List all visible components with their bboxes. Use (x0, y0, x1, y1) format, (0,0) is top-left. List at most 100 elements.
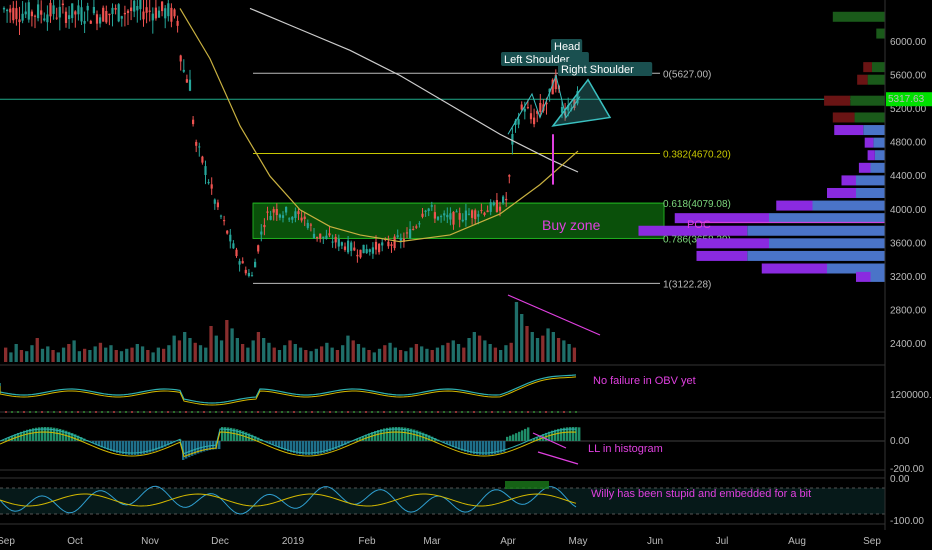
candle-body (523, 108, 526, 112)
macd-histogram-bar (230, 427, 233, 441)
volume-bar (262, 338, 266, 362)
moving-average-line (249, 7, 579, 173)
candle-body (161, 1, 164, 12)
volume-bar (283, 345, 287, 362)
macd-histogram-bar (101, 441, 104, 448)
candle-body (213, 199, 216, 204)
candle-body (548, 88, 551, 93)
volume-bar (167, 345, 171, 362)
volume-bar (535, 338, 540, 362)
volume-bar (61, 347, 66, 362)
macd-histogram-bar (299, 441, 302, 455)
macd-histogram-bar (509, 435, 512, 441)
candle-body (86, 5, 89, 11)
macd-histogram-bar (506, 436, 509, 441)
macd-signal-line (0, 431, 577, 458)
macd-zero-tick: 0.00 (890, 436, 910, 447)
volume-bar (425, 348, 429, 362)
willy-top-tick: 0.00 (890, 474, 910, 485)
macd-histogram-bar (461, 441, 464, 451)
price-tick-label: 6000.00 (890, 37, 927, 48)
candle-body (381, 242, 384, 246)
macd-histogram-bar (527, 427, 530, 441)
macd-histogram-bar (134, 441, 137, 455)
volume-bar (346, 335, 350, 362)
volume-bar (393, 347, 397, 362)
volume-bar (556, 338, 561, 362)
candle-body (492, 202, 495, 206)
candle-body (440, 216, 443, 218)
macd-histogram-bar (248, 433, 251, 441)
macd-histogram-bar (551, 430, 554, 441)
candle-body (316, 236, 319, 239)
volume-bar (230, 328, 234, 362)
candle-body (40, 10, 43, 15)
volume-bar (472, 332, 476, 362)
volume-bar (293, 344, 297, 362)
volume-bar (467, 338, 471, 362)
volume-bar (256, 332, 261, 362)
time-tick-label: 2019 (282, 536, 305, 547)
volume-bar (67, 344, 71, 362)
candle-body (27, 2, 30, 20)
volume-bar (351, 340, 355, 362)
macd-histogram-bar (59, 428, 62, 441)
volume-bar (114, 350, 118, 362)
candle-body (235, 249, 238, 257)
macd-histogram-bar (137, 441, 140, 455)
macd-histogram-bar (197, 441, 200, 454)
candle-body (126, 10, 130, 14)
right-shoulder-label: Right Shoulder (561, 64, 634, 76)
candle-body (80, 7, 83, 22)
macd-histogram-bar (53, 427, 56, 441)
macd-histogram-bar (77, 435, 80, 441)
macd-histogram-bar (302, 441, 305, 455)
volume-bar (383, 345, 387, 362)
candle-body (331, 241, 334, 243)
volume-bar (40, 348, 45, 362)
volume-bar (551, 332, 555, 362)
price-tick-label: 2800.00 (890, 305, 927, 316)
volume-bars (4, 302, 577, 362)
candle-body (2, 7, 6, 10)
volume-bar (151, 352, 155, 362)
volume-bar (235, 338, 240, 362)
volume-profile-bar (854, 112, 885, 123)
time-tick-label: Dec (211, 536, 229, 547)
candle-body (204, 166, 207, 175)
candle-body (114, 8, 117, 10)
volume-bar (567, 344, 571, 362)
candle-body (467, 213, 471, 215)
candle-body (415, 226, 418, 228)
candle-body (505, 198, 508, 201)
volume-bar (82, 348, 87, 362)
macd-histogram-bar (281, 441, 284, 450)
macd-histogram-bar (464, 441, 467, 452)
macd-histogram-bar (158, 441, 161, 450)
macd-histogram-bar (152, 441, 155, 452)
candle-body (136, 6, 139, 11)
volume-bar (488, 344, 492, 362)
candle-body (526, 107, 529, 109)
candle-body (229, 234, 232, 242)
candle-body (359, 249, 362, 258)
macd-histogram-bar (164, 441, 167, 447)
histogram-annotation: LL in histogram (588, 443, 663, 455)
volume-bar (172, 335, 176, 362)
volume-profile-bar (696, 238, 769, 249)
macd-histogram-bar (482, 441, 485, 455)
macd-histogram-bar (98, 441, 101, 446)
candle-body (275, 208, 278, 216)
candle-body (30, 11, 33, 17)
macd-histogram-bar (329, 441, 332, 452)
buy-zone (252, 202, 665, 239)
macd-histogram-bar (287, 441, 290, 452)
macd-low-tick: -200.00 (890, 464, 924, 475)
candle-body (226, 230, 229, 234)
volume-bar (146, 350, 150, 362)
candle-body (210, 184, 213, 189)
macd-histogram-bar (473, 441, 476, 454)
volume-bar (130, 347, 134, 362)
macd-histogram-bar (2, 440, 5, 441)
candle-body (281, 215, 285, 218)
